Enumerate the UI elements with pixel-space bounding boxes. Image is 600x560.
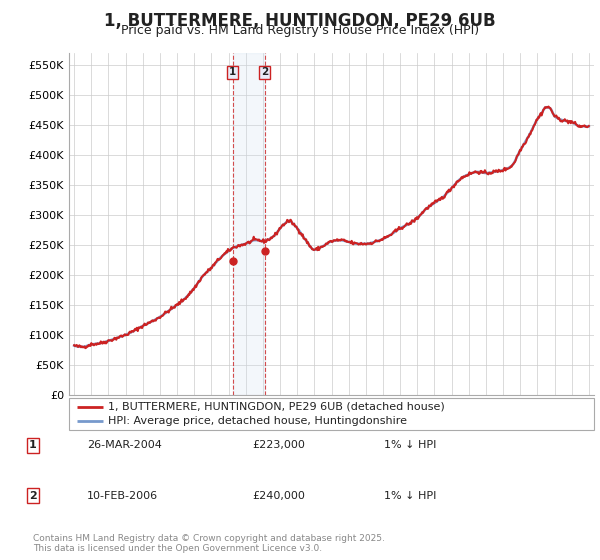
Text: 2: 2 — [261, 67, 268, 77]
Text: 2: 2 — [29, 491, 37, 501]
Text: 1, BUTTERMERE, HUNTINGDON, PE29 6UB: 1, BUTTERMERE, HUNTINGDON, PE29 6UB — [104, 12, 496, 30]
Text: Contains HM Land Registry data © Crown copyright and database right 2025.
This d: Contains HM Land Registry data © Crown c… — [33, 534, 385, 553]
Text: 1% ↓ HPI: 1% ↓ HPI — [384, 440, 436, 450]
Text: 1% ↓ HPI: 1% ↓ HPI — [384, 491, 436, 501]
Text: 1: 1 — [229, 67, 236, 77]
Text: 1, BUTTERMERE, HUNTINGDON, PE29 6UB (detached house): 1, BUTTERMERE, HUNTINGDON, PE29 6UB (det… — [109, 402, 445, 412]
Text: 26-MAR-2004: 26-MAR-2004 — [87, 440, 162, 450]
Text: Price paid vs. HM Land Registry's House Price Index (HPI): Price paid vs. HM Land Registry's House … — [121, 24, 479, 37]
FancyBboxPatch shape — [69, 398, 594, 430]
Bar — [233, 53, 265, 395]
Text: 1: 1 — [29, 440, 37, 450]
Text: £240,000: £240,000 — [252, 491, 305, 501]
Text: HPI: Average price, detached house, Huntingdonshire: HPI: Average price, detached house, Hunt… — [109, 417, 407, 427]
Text: 10-FEB-2006: 10-FEB-2006 — [87, 491, 158, 501]
Text: £223,000: £223,000 — [252, 440, 305, 450]
